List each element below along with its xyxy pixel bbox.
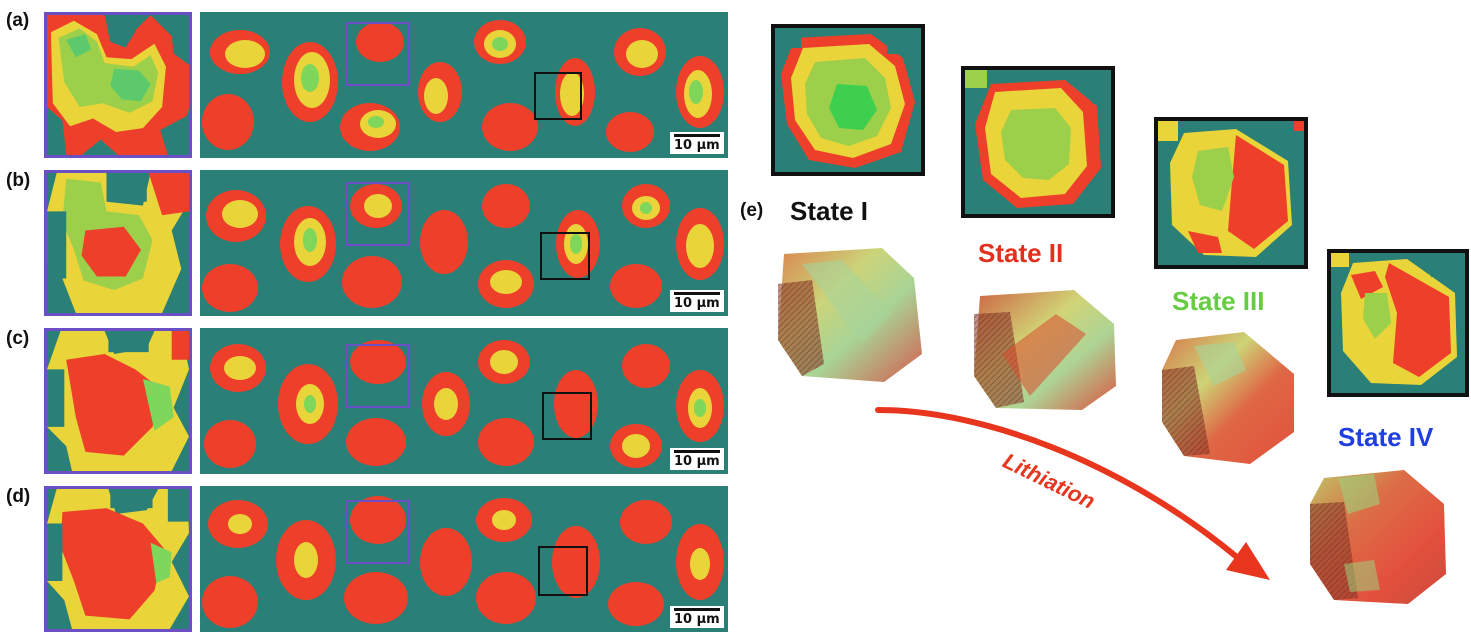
roi-purple-c [346, 344, 410, 408]
scalebar-a: 10 µm [670, 132, 724, 154]
map-d: 10 µm [200, 486, 728, 632]
roi-purple-a [346, 22, 410, 86]
panel-label-e: (e) [740, 200, 764, 221]
inset-a-image [47, 15, 189, 155]
roi-black-b [540, 232, 590, 280]
scalebar-label: 10 µm [674, 296, 720, 311]
scalebar-line [674, 292, 720, 295]
map-b-image [202, 184, 724, 312]
scalebar-d: 10 µm [670, 606, 724, 628]
map-a-image [202, 20, 724, 152]
inset-b [44, 170, 192, 316]
voxel-render-state-2-image [974, 290, 1116, 410]
state-label-1: State I [790, 196, 869, 226]
panel-label-c: (c) [6, 328, 30, 349]
roi-black-c [542, 392, 592, 440]
scalebar-label: 10 µm [674, 138, 720, 153]
scalebar-line [674, 450, 720, 453]
voxel-render-state-3 [1154, 326, 1304, 468]
scalebar-b: 10 µm [670, 290, 724, 312]
state-label-3: State III [1172, 286, 1265, 316]
map-b: 10 µm [200, 170, 728, 316]
topview-state-2 [961, 66, 1115, 218]
scalebar-label: 10 µm [674, 612, 720, 627]
roi-black-a [534, 72, 582, 120]
topview-state-3-image [1158, 121, 1304, 265]
voxel-render-state-4-image [1310, 470, 1446, 604]
voxel-render-state-2 [966, 284, 1126, 414]
inset-c [44, 328, 192, 474]
lithiation-arrow [875, 407, 1270, 580]
state-label-2: State II [978, 238, 1064, 268]
roi-black-d [538, 546, 588, 596]
topview-state-2-image [965, 70, 1111, 214]
map-a: 10 µm [200, 12, 728, 158]
inset-c-image [47, 331, 189, 471]
topview-state-3 [1154, 117, 1308, 269]
panel-label-d: (d) [6, 486, 31, 507]
scalebar-line [674, 608, 720, 611]
roi-purple-d [346, 500, 410, 564]
inset-b-image [47, 173, 189, 313]
voxel-render-state-3-image [1162, 332, 1294, 464]
voxel-render-state-4 [1304, 464, 1454, 608]
panel-label-a: (a) [6, 10, 30, 31]
topview-state-4 [1327, 249, 1469, 397]
map-c: 10 µm [200, 328, 728, 474]
map-d-image [202, 496, 724, 628]
voxel-render-state-1 [772, 244, 932, 386]
inset-d-image [47, 489, 189, 629]
scalebar-c: 10 µm [670, 448, 724, 470]
panel-label-b: (b) [6, 170, 31, 191]
state-label-4: State IV [1338, 422, 1434, 452]
topview-state-1 [771, 24, 925, 176]
map-c-image [204, 340, 724, 468]
roi-purple-b [346, 182, 410, 246]
topview-state-1-image [775, 28, 921, 172]
topview-state-4-image [1331, 253, 1465, 393]
voxel-render-state-1-image [778, 248, 922, 382]
scalebar-line [674, 134, 720, 137]
scalebar-label: 10 µm [674, 454, 720, 469]
inset-d [44, 486, 192, 632]
inset-a [44, 12, 192, 158]
